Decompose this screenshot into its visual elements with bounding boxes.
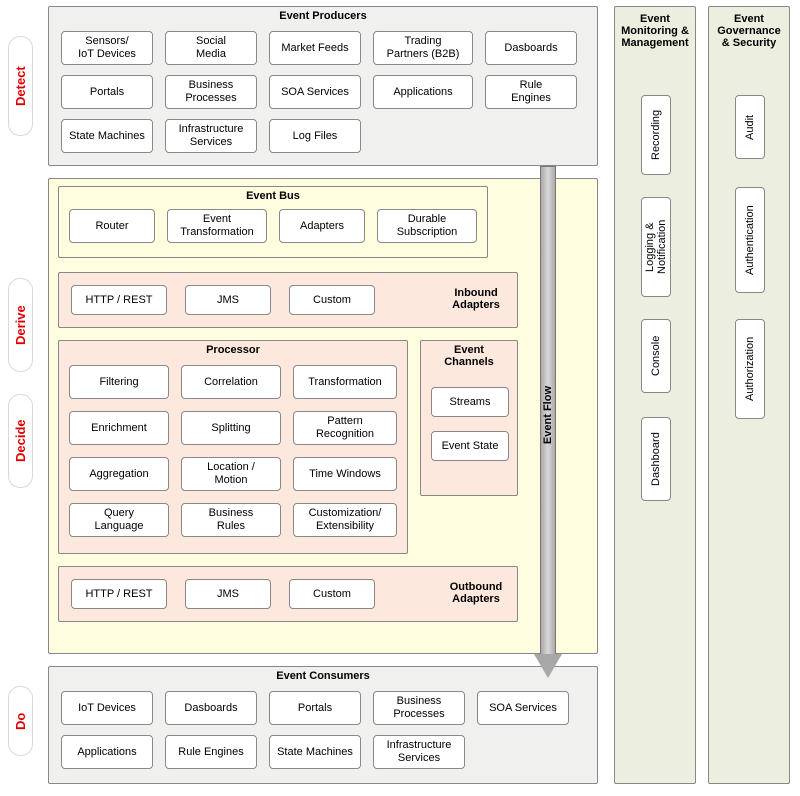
processor-box: Time Windows bbox=[293, 457, 397, 491]
event-flow-arrowhead-icon bbox=[534, 654, 562, 678]
phase-label: Derive bbox=[8, 278, 33, 372]
consumers-box: Dasboards bbox=[165, 691, 257, 725]
inbound-box: HTTP / REST bbox=[71, 285, 167, 315]
consumers-box: Applications bbox=[61, 735, 153, 769]
monitoring-box: Recording bbox=[641, 95, 671, 175]
producers-title: Event Producers bbox=[49, 7, 597, 24]
event_bus-box: Event Transformation bbox=[167, 209, 267, 243]
processor-box: Correlation bbox=[181, 365, 281, 399]
processor-title: Processor bbox=[59, 341, 407, 358]
processor-box: Location / Motion bbox=[181, 457, 281, 491]
consumers-box: IoT Devices bbox=[61, 691, 153, 725]
phase-label: Detect bbox=[8, 36, 33, 136]
consumers-box: Business Processes bbox=[373, 691, 465, 725]
governance-box: Authentication bbox=[735, 187, 765, 293]
producers-box: Applications bbox=[373, 75, 473, 109]
processor-box: Pattern Recognition bbox=[293, 411, 397, 445]
producers-box: Sensors/ IoT Devices bbox=[61, 31, 153, 65]
processor-box: Aggregation bbox=[69, 457, 169, 491]
outbound-title: Outbound Adapters bbox=[439, 581, 513, 605]
consumers-box: Infrastructure Services bbox=[373, 735, 465, 769]
diagram-canvas: Event Producers Sensors/ IoT Devices Socia… bbox=[48, 6, 794, 790]
producers-box: Market Feeds bbox=[269, 31, 361, 65]
phase-labels: Detect Derive Decide Do bbox=[6, 6, 48, 790]
event_bus-box: Adapters bbox=[279, 209, 365, 243]
processor-box: Customization/ Extensibility bbox=[293, 503, 397, 537]
governance-box: Audit bbox=[735, 95, 765, 159]
consumers-panel: Event Consumers IoT Devices Dasboards Porta… bbox=[48, 666, 598, 784]
governance-title: Event Governance & Security bbox=[709, 7, 789, 55]
processor-box: Transformation bbox=[293, 365, 397, 399]
event_bus-panel: Event Bus Router Event Transformation Adapt… bbox=[58, 186, 488, 258]
monitoring-box: Logging & Notification bbox=[641, 197, 671, 297]
producers-box: Dasboards bbox=[485, 31, 577, 65]
producers-box: Social Media bbox=[165, 31, 257, 65]
event_bus-title: Event Bus bbox=[59, 187, 487, 204]
outbound-box: JMS bbox=[185, 579, 271, 609]
producers-box: State Machines bbox=[61, 119, 153, 153]
consumers-box: State Machines bbox=[269, 735, 361, 769]
channels-box: Streams bbox=[431, 387, 509, 417]
phase-label: Decide bbox=[8, 394, 33, 488]
governance-box: Authorization bbox=[735, 319, 765, 419]
monitoring-title: Event Monitoring & Management bbox=[615, 7, 695, 55]
processor-box: Query Language bbox=[69, 503, 169, 537]
outbound-box: Custom bbox=[289, 579, 375, 609]
producers-box: Log Files bbox=[269, 119, 361, 153]
producers-box: SOA Services bbox=[269, 75, 361, 109]
governance-panel: Event Governance & Security Audit Authenti… bbox=[708, 6, 790, 784]
event-flow-label: Event Flow bbox=[542, 386, 554, 444]
inbound-box: JMS bbox=[185, 285, 271, 315]
producers-box: Rule Engines bbox=[485, 75, 577, 109]
consumers-box: Rule Engines bbox=[165, 735, 257, 769]
producers-box: Business Processes bbox=[165, 75, 257, 109]
processor-box: Enrichment bbox=[69, 411, 169, 445]
monitoring-box: Dashboard bbox=[641, 417, 671, 501]
inbound-panel: HTTP / REST JMS Custom Inbound Adapters bbox=[58, 272, 518, 328]
processor-box: Splitting bbox=[181, 411, 281, 445]
monitoring-box: Console bbox=[641, 319, 671, 393]
inbound-title: Inbound Adapters bbox=[439, 287, 513, 311]
processor-box: Filtering bbox=[69, 365, 169, 399]
producers-box: Portals bbox=[61, 75, 153, 109]
phase-label: Do bbox=[8, 686, 33, 756]
channels-box: Event State bbox=[431, 431, 509, 461]
consumers-title: Event Consumers bbox=[49, 667, 597, 684]
outbound-box: HTTP / REST bbox=[71, 579, 167, 609]
consumers-box: Portals bbox=[269, 691, 361, 725]
inbound-box: Custom bbox=[289, 285, 375, 315]
producers-box: Infrastructure Services bbox=[165, 119, 257, 153]
processor-panel: Processor Filtering Correlation Transformat… bbox=[58, 340, 408, 554]
producers-box: Trading Partners (B2B) bbox=[373, 31, 473, 65]
consumers-box: SOA Services bbox=[477, 691, 569, 725]
channels-panel: Event Channels Streams Event State bbox=[420, 340, 518, 496]
channels-title: Event Channels bbox=[421, 341, 517, 370]
processor-box: Business Rules bbox=[181, 503, 281, 537]
event_bus-box: Durable Subscription bbox=[377, 209, 477, 243]
producers-panel: Event Producers Sensors/ IoT Devices Socia… bbox=[48, 6, 598, 166]
outbound-panel: HTTP / REST JMS Custom Outbound Adapters bbox=[58, 566, 518, 622]
event_bus-box: Router bbox=[69, 209, 155, 243]
monitoring-panel: Event Monitoring & Management Recording Lo… bbox=[614, 6, 696, 784]
